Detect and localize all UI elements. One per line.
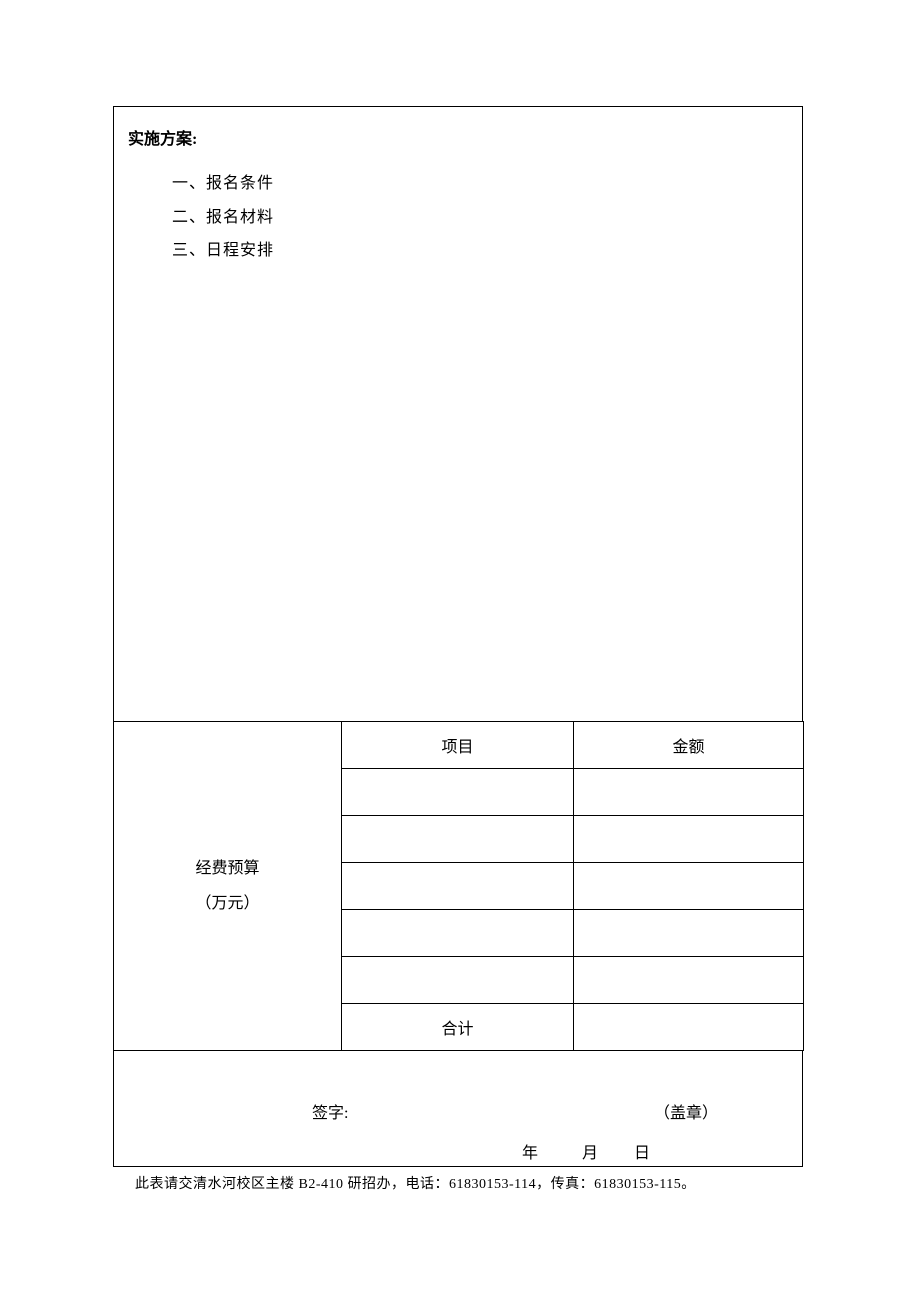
- plan-item: 二、报名材料: [172, 201, 788, 235]
- budget-total-amount: [574, 1004, 804, 1051]
- budget-label-cell: 经费预算 （万元）: [114, 722, 342, 1051]
- footer-note: 此表请交清水河校区主楼 B2-410 研招办，电话：61830153-114，传…: [113, 1167, 803, 1193]
- budget-item-cell: [342, 769, 574, 816]
- plan-title: 实施方案:: [128, 125, 788, 149]
- budget-amount-cell: [574, 863, 804, 910]
- implementation-plan-section: 实施方案: 一、报名条件 二、报名材料 三、日程安排: [113, 106, 803, 721]
- budget-label-line1: 经费预算: [114, 851, 341, 886]
- budget-amount-cell: [574, 816, 804, 863]
- budget-label-line2: （万元）: [114, 886, 341, 921]
- plan-item: 一、报名条件: [172, 167, 788, 201]
- plan-item: 三、日程安排: [172, 234, 788, 268]
- budget-header-amount: 金额: [574, 722, 804, 769]
- table-row: 经费预算 （万元） 项目 金额: [114, 722, 804, 769]
- budget-amount-cell: [574, 769, 804, 816]
- document-page: 实施方案: 一、报名条件 二、报名材料 三、日程安排 经费预算 （万元） 项目 …: [113, 106, 803, 1193]
- date-day-label: 日: [634, 1139, 650, 1163]
- budget-item-cell: [342, 816, 574, 863]
- stamp-label: （盖章）: [654, 1099, 718, 1123]
- budget-header-item: 项目: [342, 722, 574, 769]
- budget-item-cell: [342, 957, 574, 1004]
- budget-item-cell: [342, 863, 574, 910]
- budget-amount-cell: [574, 957, 804, 1004]
- budget-item-cell: [342, 910, 574, 957]
- signature-label: 签字:: [312, 1099, 348, 1123]
- budget-table: 经费预算 （万元） 项目 金额 合计: [113, 721, 804, 1051]
- budget-total-label: 合计: [342, 1004, 574, 1051]
- date-year-label: 年: [522, 1139, 538, 1163]
- plan-items-list: 一、报名条件 二、报名材料 三、日程安排: [128, 167, 788, 268]
- budget-amount-cell: [574, 910, 804, 957]
- date-month-label: 月: [582, 1139, 598, 1163]
- signature-section: 签字: （盖章） 年 月 日: [113, 1051, 803, 1167]
